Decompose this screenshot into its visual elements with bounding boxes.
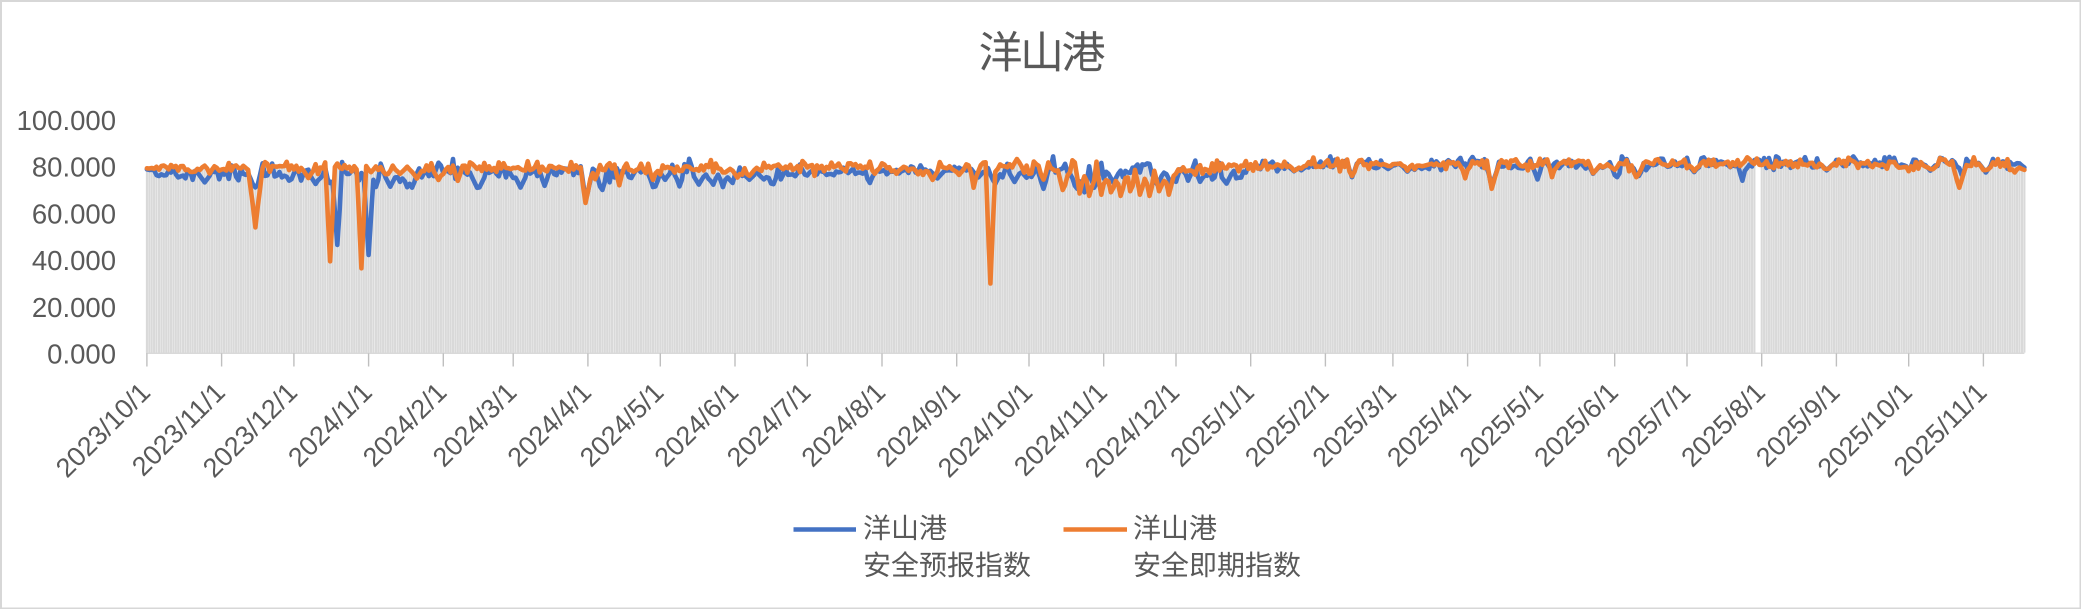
svg-text:0.000: 0.000 [47, 339, 116, 370]
svg-text:40.000: 40.000 [32, 245, 116, 276]
svg-text:60.000: 60.000 [32, 198, 116, 229]
svg-text:20.000: 20.000 [32, 292, 116, 323]
svg-text:100.000: 100.000 [17, 105, 116, 136]
svg-text:80.000: 80.000 [32, 152, 116, 183]
